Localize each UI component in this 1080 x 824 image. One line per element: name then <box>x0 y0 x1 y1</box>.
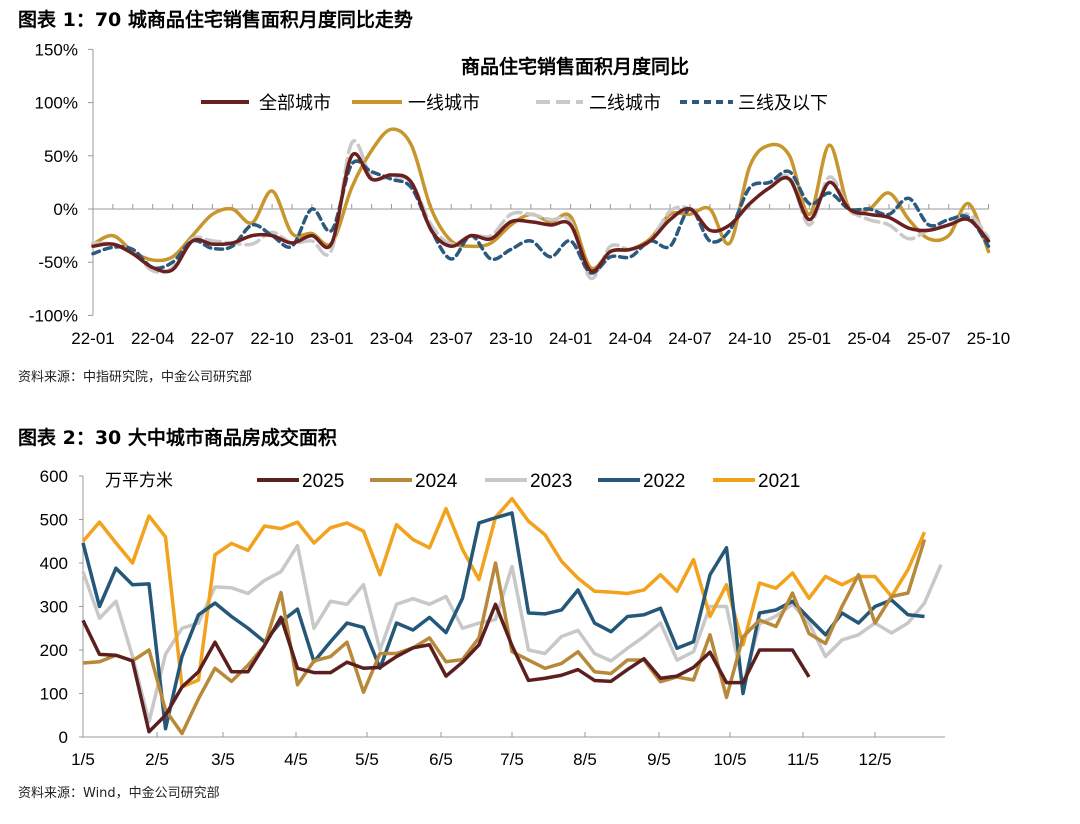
series-line-0 <box>91 151 991 274</box>
x-tick-label: 24-10 <box>728 329 771 348</box>
x-tick-label: 22-10 <box>250 329 293 348</box>
x-tick-label: 25-04 <box>847 329 890 348</box>
legend-label: 全部城市 <box>259 93 331 113</box>
series-line-2025 <box>81 602 811 734</box>
x-tick-label: 25-10 <box>967 329 1010 348</box>
legend-label: 2021 <box>758 471 800 492</box>
x-tick-label: 6/5 <box>429 750 453 769</box>
x-tick-label: 9/5 <box>647 750 671 769</box>
x-tick-label: 23-01 <box>310 329 353 348</box>
x-tick-label: 7/5 <box>500 750 524 769</box>
legend-label: 2022 <box>643 471 685 492</box>
x-tick-label: 25-01 <box>788 329 831 348</box>
y-tick-label: 150% <box>35 40 78 59</box>
x-tick-label: 12/5 <box>858 750 891 769</box>
x-tick-label: 22-01 <box>71 329 114 348</box>
legend-label: 一线城市 <box>408 93 480 113</box>
x-tick-label: 22-04 <box>131 329 174 348</box>
unit-label: 万平方米 <box>105 471 173 490</box>
y-tick-label: -100% <box>29 306 78 325</box>
series-line-2021 <box>81 496 927 689</box>
x-tick-label: 1/5 <box>71 750 95 769</box>
y-tick-label: 100 <box>40 685 68 704</box>
x-tick-label: 23-10 <box>489 329 532 348</box>
figure2-source: 资料来源：Wind，中金公司研究部 <box>18 786 220 801</box>
series-line-2 <box>91 139 991 280</box>
x-tick-label: 11/5 <box>787 750 819 769</box>
legend-label: 三线及以下 <box>738 93 828 113</box>
y-tick-label: 400 <box>40 554 68 573</box>
x-tick-label: 8/5 <box>573 750 597 769</box>
y-tick-label: 100% <box>35 94 78 113</box>
y-tick-label: 300 <box>40 598 68 617</box>
x-tick-label: 23-07 <box>429 329 472 348</box>
x-tick-label: 22-07 <box>191 329 234 348</box>
chart-yoy-sales-area: 150% 100% 50% 0% -50% -100% 22-01 22-04 22-07 22-… <box>29 40 1010 348</box>
y-tick-label: 600 <box>40 467 68 486</box>
y-tick-label: 200 <box>40 641 68 660</box>
x-tick-label: 3/5 <box>211 750 235 769</box>
y-tick-label: 50% <box>44 147 78 166</box>
x-tick-label: 10/5 <box>713 750 746 769</box>
legend-label: 2024 <box>415 471 458 492</box>
y-tick-label: 500 <box>40 511 68 530</box>
y-tick-label: 0% <box>53 200 78 219</box>
x-tick-label: 24-01 <box>549 329 592 348</box>
x-tick-label: 4/5 <box>284 750 308 769</box>
figure1-source: 资料来源：中指研究院，中金公司研究部 <box>18 370 253 385</box>
x-tick-label: 24-04 <box>609 329 652 348</box>
y-tick-label: -50% <box>38 253 78 272</box>
figure2-title: 图表 2：30 大中城市商品房成交面积 <box>18 427 337 449</box>
chart-title: 商品住宅销售面积月度同比 <box>461 55 689 78</box>
legend-label: 2025 <box>302 471 344 492</box>
x-tick-label: 2/5 <box>145 750 169 769</box>
series-line-3 <box>91 159 991 275</box>
legend-label: 二线城市 <box>589 93 661 113</box>
series-line-1 <box>91 127 991 271</box>
y-tick-label: 0 <box>59 728 68 747</box>
x-tick-label: 25-07 <box>907 329 950 348</box>
series-line-2022 <box>81 511 925 731</box>
legend-label: 2023 <box>530 471 572 492</box>
series-line-2024 <box>82 538 927 736</box>
figure1-title: 图表 1：70 城商品住宅销售面积月度同比走势 <box>18 9 413 31</box>
x-tick-label: 24-07 <box>668 329 711 348</box>
x-tick-label: 5/5 <box>355 750 379 769</box>
x-tick-label: 23-04 <box>370 329 413 348</box>
